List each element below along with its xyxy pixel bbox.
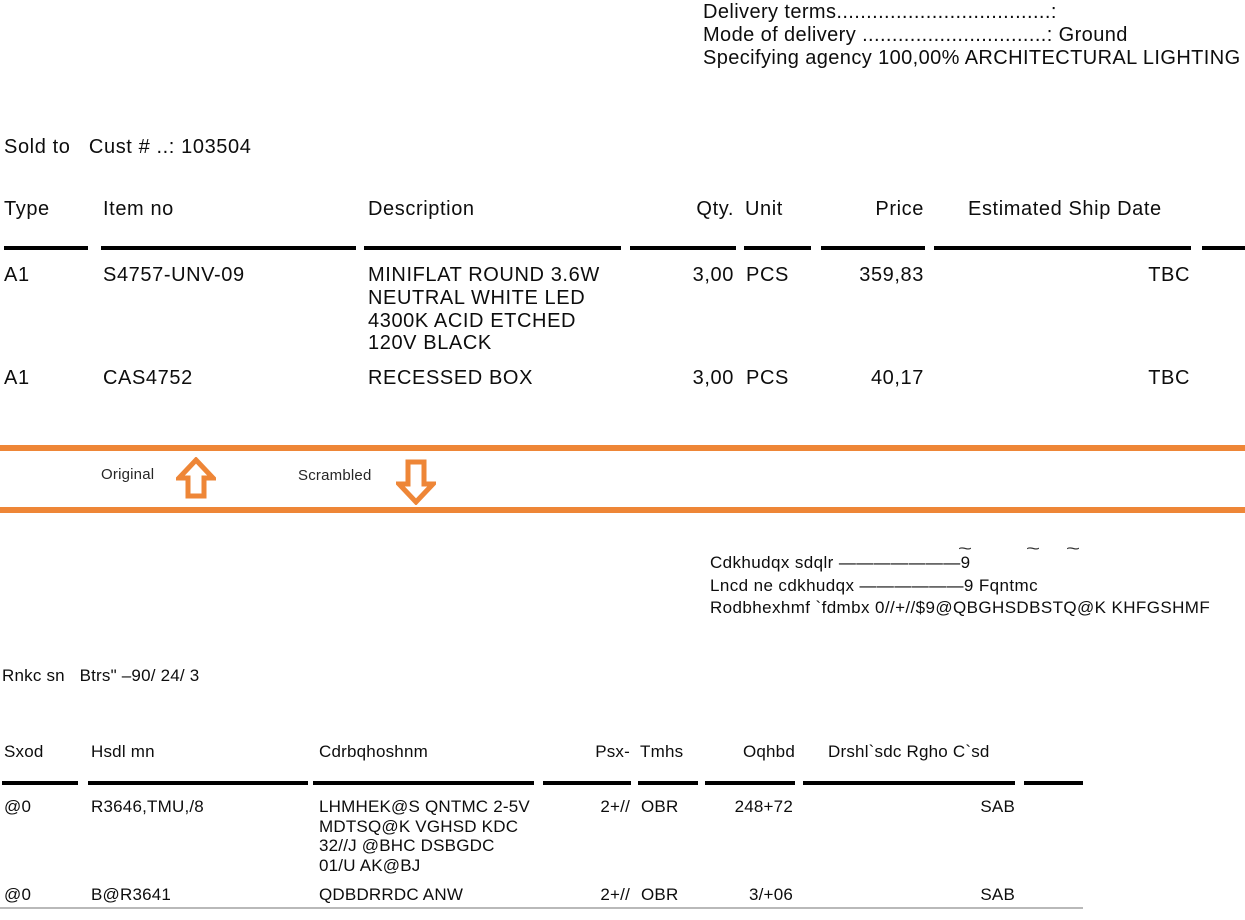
description-line: RECESSED BOX	[368, 367, 534, 389]
price-cell: 3/+06	[748, 885, 793, 904]
header-item-no: Item no	[103, 198, 174, 220]
table-header-rule-segment	[705, 781, 795, 785]
header-qty: Qty.	[696, 198, 734, 220]
header-description: Description	[368, 198, 475, 220]
delivery-terms-line: Delivery terms..........................…	[703, 1, 1057, 23]
table-header-rule-segment	[1024, 781, 1083, 785]
price-cell: 40,17	[870, 367, 924, 389]
header-price: Price	[875, 198, 924, 220]
item-no-cell: S4757-UNV-09	[103, 264, 245, 286]
table-header-rule-segment	[1202, 246, 1245, 250]
clipped-text-mark: ~	[958, 539, 973, 559]
header-type: Type	[4, 198, 50, 220]
divider-bar-bottom	[0, 507, 1245, 513]
down-arrow-icon	[396, 459, 436, 505]
ship-date-cell: TBC	[1148, 264, 1190, 286]
type-cell: A1	[4, 264, 30, 286]
header-type-scrambled: Sxod	[4, 742, 44, 761]
description-line: 120V BLACK	[368, 332, 492, 354]
type-cell: @0	[4, 885, 32, 904]
description-line: MINIFLAT ROUND 3.6W	[368, 264, 600, 286]
header-item-no-scrambled: Hsdl mn	[91, 742, 155, 761]
mode-of-delivery-line-scrambled: Lncd ne cdkhudqx ——————9 Fqntmc	[710, 576, 1038, 595]
original-label: Original	[101, 466, 155, 483]
item-no-cell: R3646,TMU,/8	[91, 797, 204, 816]
qty-cell: 3,00	[692, 367, 734, 389]
description-line: 32//J @BHC DSBGDC	[319, 836, 495, 855]
ship-date-cell: SAB	[980, 797, 1015, 816]
header-qty-scrambled: Psx-	[595, 742, 630, 761]
unit-cell: PCS	[746, 264, 789, 286]
ship-date-cell: TBC	[1148, 367, 1190, 389]
description-line: LHMHEK@S QNTMC 2-5V	[319, 797, 530, 816]
qty-cell: 2+//	[600, 797, 630, 816]
table-header-rule-segment	[803, 781, 1015, 785]
specifying-agency-line-scrambled: Rodbhexhmf `fdmbx 0//+//$9@QBGHSDBSTQ@K …	[710, 598, 1211, 617]
scrambled-label: Scrambled	[298, 467, 372, 484]
table-header-rule-segment	[2, 781, 78, 785]
table-header-rule-segment	[313, 781, 534, 785]
item-no-cell: CAS4752	[103, 367, 193, 389]
table-header-rule-segment	[821, 246, 925, 250]
description-line: MDTSQ@K VGHSD KDC	[319, 817, 519, 836]
ship-date-cell: SAB	[980, 885, 1015, 904]
unit-cell: PCS	[746, 367, 789, 389]
up-arrow-icon	[176, 457, 216, 499]
delivery-terms-line-scrambled: Cdkhudqx sdqlr ———————9	[710, 553, 971, 572]
bottom-rule	[0, 907, 1083, 909]
table-header-rule-segment	[543, 781, 631, 785]
unit-cell: OBR	[641, 797, 679, 816]
description-line: NEUTRAL WHITE LED	[368, 287, 586, 309]
header-description-scrambled: Cdrbqhoshnm	[319, 742, 428, 761]
description-line: 01/U AK@BJ	[319, 856, 421, 875]
table-header-rule-segment	[364, 246, 621, 250]
type-cell: @0	[4, 797, 32, 816]
clipped-text-mark: ~	[1026, 539, 1041, 559]
description-line: QDBDRRDC ANW	[319, 885, 464, 904]
header-unit-scrambled: Tmhs	[640, 742, 684, 761]
table-header-rule-segment	[630, 246, 736, 250]
clipped-text-mark: ~	[1066, 539, 1081, 559]
header-unit: Unit	[745, 198, 783, 220]
unit-cell: OBR	[641, 885, 679, 904]
description-line: 4300K ACID ETCHED	[368, 310, 577, 332]
specifying-agency-line: Specifying agency 100,00% ARCHITECTURAL …	[703, 47, 1241, 69]
price-cell: 359,83	[859, 264, 924, 286]
header-price-scrambled: Oqhbd	[742, 742, 795, 761]
sold-to-line-scrambled: Rnkc sn Btrs" –90/ 24/ 3	[2, 666, 200, 685]
table-header-rule-segment	[88, 781, 308, 785]
qty-cell: 3,00	[692, 264, 734, 286]
price-cell: 248+72	[734, 797, 793, 816]
item-no-cell: B@R3641	[91, 885, 172, 904]
table-header-rule-segment	[638, 781, 698, 785]
type-cell: A1	[4, 367, 30, 389]
header-est-ship-date: Estimated Ship Date	[968, 198, 1162, 220]
table-header-rule-segment	[4, 246, 88, 250]
table-header-rule-segment	[101, 246, 356, 250]
qty-cell: 2+//	[600, 885, 630, 904]
header-est-ship-date-scrambled: Drshl`sdc Rgho C`sd	[828, 742, 990, 761]
table-header-rule-segment	[934, 246, 1191, 250]
sold-to-line: Sold to Cust # ..: 103504	[4, 136, 252, 158]
table-header-rule-segment	[744, 246, 811, 250]
divider-bar-top	[0, 445, 1245, 451]
mode-of-delivery-line: Mode of delivery .......................…	[703, 24, 1128, 46]
